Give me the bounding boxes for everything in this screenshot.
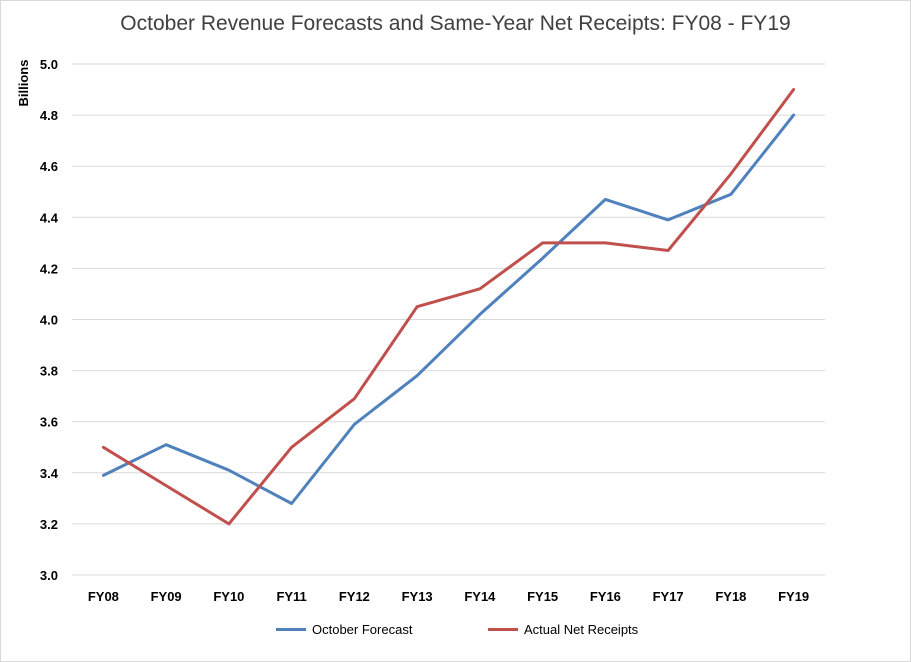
series-line-1 xyxy=(101,88,796,526)
y-tick-label: 3.6 xyxy=(40,415,58,430)
legend-label-forecast: October Forecast xyxy=(312,622,413,637)
y-tick-label: 3.4 xyxy=(40,466,59,481)
y-tick-label: 4.2 xyxy=(40,261,58,276)
x-tick-label: FY18 xyxy=(715,589,746,604)
y-tick-label: 4.4 xyxy=(40,210,59,225)
x-tick-label: FY12 xyxy=(339,589,370,604)
legend-swatch-actual xyxy=(488,628,518,631)
series-line-0 xyxy=(101,113,796,505)
y-tick-label: 3.8 xyxy=(40,364,58,379)
y-tick-label: 3.2 xyxy=(40,517,58,532)
legend-item-forecast: October Forecast xyxy=(276,622,412,637)
x-tick-label: FY08 xyxy=(88,589,119,604)
x-tick-label: FY13 xyxy=(402,589,433,604)
legend-swatch-forecast xyxy=(276,628,306,631)
x-tick-label: FY11 xyxy=(276,589,306,604)
legend-label-actual: Actual Net Receipts xyxy=(524,622,639,637)
chart-title: October Revenue Forecasts and Same-Year … xyxy=(120,12,791,35)
y-tick-label: 4.8 xyxy=(40,108,58,123)
x-tick-label: FY17 xyxy=(653,589,684,604)
x-tick-label: FY16 xyxy=(590,589,621,604)
y-tick-label: 4.6 xyxy=(40,159,58,174)
y-tick-label: 3.0 xyxy=(40,568,58,583)
y-tick-label: 5.0 xyxy=(40,57,58,72)
x-tick-label: FY14 xyxy=(464,589,496,604)
legend-item-actual: Actual Net Receipts xyxy=(488,622,638,637)
x-tick-label: FY10 xyxy=(213,589,244,604)
x-tick-label: FY19 xyxy=(778,589,809,604)
x-tick-label: FY15 xyxy=(527,589,558,604)
x-tick-label: FY09 xyxy=(151,589,182,604)
y-tick-label: 4.0 xyxy=(40,313,58,328)
